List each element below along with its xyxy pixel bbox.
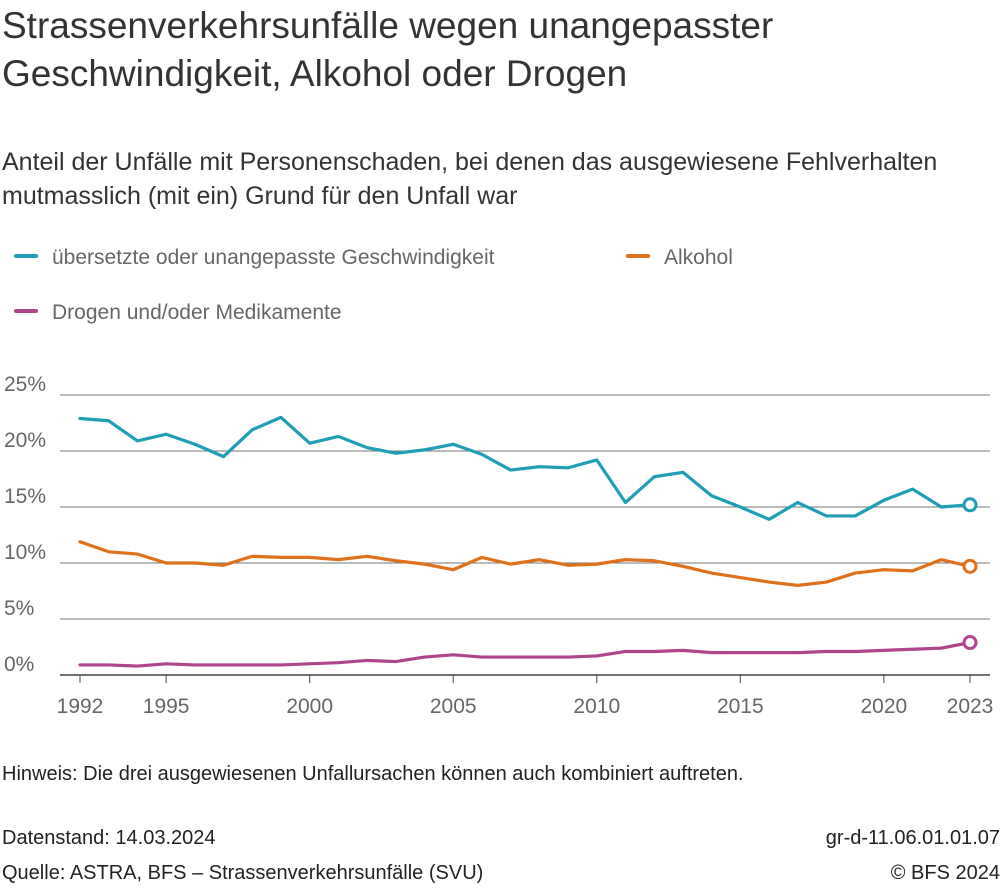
series-line-alkohol — [78, 540, 972, 587]
x-tick-label-2020: 2020 — [861, 695, 908, 718]
footer-datenstand: Datenstand: 14.03.2024 — [2, 827, 216, 849]
x-tick-label-1995: 1995 — [143, 695, 190, 718]
x-tick-label-2005: 2005 — [430, 695, 477, 718]
chart-subtitle: Anteil der Unfälle mit Personenschaden, … — [2, 148, 938, 210]
footer-code: gr-d-11.06.01.01.07 — [825, 827, 1000, 849]
legend-swatch-geschwindigkeit — [14, 254, 38, 259]
line-chart: 0% 5% 10% 15% 20% 25% 1992 1995 2000 2005 2010 2015… — [4, 373, 994, 718]
legend-swatch-drogen — [14, 309, 38, 314]
y-tick-label-0: 0% — [4, 653, 34, 676]
y-tick-label-5: 5% — [4, 597, 34, 620]
y-tick-label-10: 10% — [4, 541, 46, 564]
x-tick-label-2023: 2023 — [947, 695, 994, 718]
legend-label-alkohol: Alkohol — [664, 246, 733, 269]
series-end-marker-drogen — [962, 635, 978, 651]
x-tick-label-1992: 1992 — [57, 695, 104, 718]
legend-item-drogen[interactable]: Drogen und/oder Medikamente — [14, 301, 342, 325]
x-tick-label-2015: 2015 — [717, 695, 764, 718]
x-tick-label-2000: 2000 — [286, 695, 333, 718]
footer-copyright: © BFS 2024 — [890, 862, 1000, 884]
legend-label-geschwindigkeit: übersetzte oder unangepasste Geschwindig… — [52, 246, 495, 269]
series-line-geschwindigkeit — [78, 415, 972, 521]
chart-note: Hinweis: Die drei ausgewiesenen Unfallur… — [2, 763, 744, 785]
chart-title: Strassenverkehrsunfälle wegen unangepass… — [2, 5, 774, 94]
series-end-marker-geschwindigkeit — [962, 497, 978, 513]
x-tick-label-2010: 2010 — [573, 695, 620, 718]
y-tick-label-15: 15% — [4, 485, 46, 508]
legend-item-geschwindigkeit[interactable]: übersetzte oder unangepasste Geschwindig… — [14, 246, 494, 270]
legend-item-alkohol[interactable]: Alkohol — [626, 246, 733, 270]
series-line-drogen — [78, 640, 972, 668]
legend-label-drogen: Drogen und/oder Medikamente — [52, 301, 342, 324]
y-tick-label-25: 25% — [4, 373, 46, 396]
series-end-marker-alkohol — [962, 558, 978, 574]
footer-quelle: Quelle: ASTRA, BFS – Strassenverkehrsunf… — [2, 862, 484, 884]
legend-swatch-alkohol — [626, 254, 650, 259]
y-tick-label-20: 20% — [4, 429, 46, 452]
